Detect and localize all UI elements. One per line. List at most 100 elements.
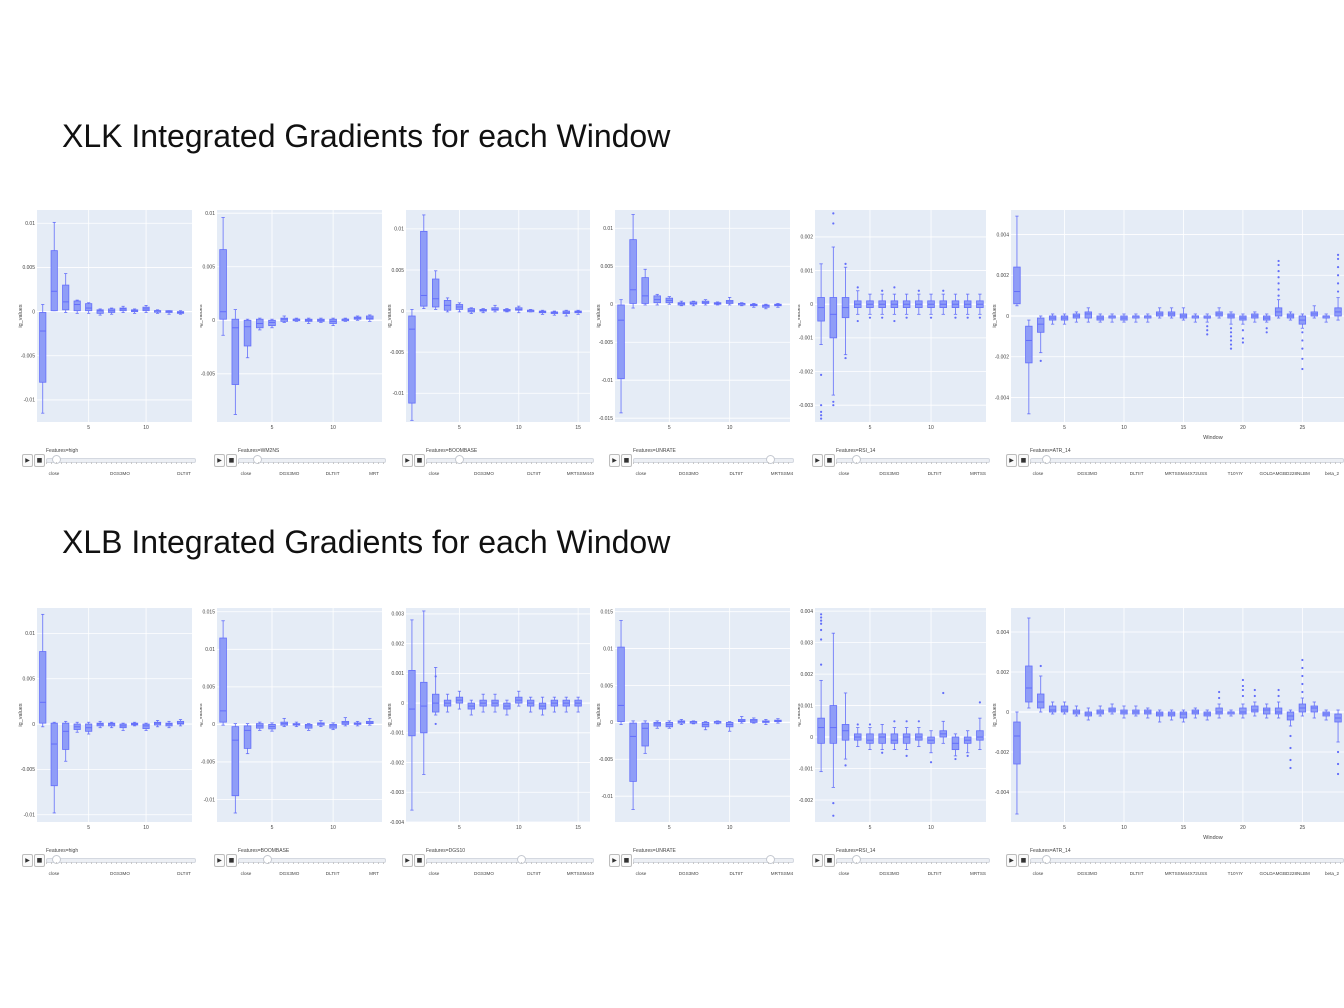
slider-step-label[interactable]: DLTIIT <box>927 471 942 476</box>
box-plot-item[interactable] <box>641 268 649 306</box>
box-plot-item[interactable] <box>939 691 948 744</box>
slider-handle[interactable] <box>765 855 775 864</box>
box-plot-item[interactable] <box>665 720 674 729</box>
box-plot-item[interactable] <box>432 270 440 310</box>
slider-step-label[interactable]: close <box>240 871 252 876</box>
box-plot-item[interactable] <box>1298 658 1307 717</box>
stop-button[interactable]: ■ <box>34 854 45 867</box>
box-plot-item[interactable] <box>1263 703 1271 719</box>
slider-step-label[interactable]: close <box>48 871 60 876</box>
box-plot-item[interactable] <box>713 720 722 725</box>
box-plot-item[interactable] <box>443 297 452 313</box>
box-plot-item[interactable] <box>1084 707 1092 721</box>
box-plot-item[interactable] <box>1334 253 1342 321</box>
box-plot-item[interactable] <box>762 719 770 725</box>
slider-step-label[interactable]: DLTIIT <box>927 871 942 876</box>
box-plot-item[interactable] <box>915 720 923 747</box>
box-plot-item[interactable] <box>73 721 81 733</box>
box-plot-item[interactable] <box>1096 313 1104 323</box>
box-plot-item[interactable] <box>491 693 499 713</box>
box-plot-item[interactable] <box>562 696 570 713</box>
box-plot-item[interactable] <box>538 696 547 716</box>
box-plot-item[interactable] <box>292 317 301 322</box>
slider-handle[interactable] <box>252 455 262 464</box>
stop-button[interactable]: ■ <box>621 854 632 867</box>
slider-step-label[interactable]: close <box>428 871 440 876</box>
box-plot-item[interactable] <box>1048 701 1057 715</box>
slider-step-label[interactable]: DGS3MO <box>1077 471 1098 476</box>
frame-slider[interactable] <box>426 858 594 863</box>
box-plot-item[interactable] <box>774 303 782 308</box>
play-button[interactable]: ▶ <box>1006 454 1017 467</box>
box-plot-item[interactable] <box>526 309 535 313</box>
box-plot-item[interactable] <box>1227 709 1235 717</box>
box-plot-item[interactable] <box>853 723 862 747</box>
box-plot-item[interactable] <box>317 720 325 728</box>
slider-step-label[interactable]: close <box>428 471 440 476</box>
play-button[interactable]: ▶ <box>812 454 823 467</box>
box-plot-item[interactable] <box>866 293 874 319</box>
play-button[interactable]: ▶ <box>22 854 33 867</box>
stop-button[interactable]: ■ <box>226 454 237 467</box>
box-plot-item[interactable] <box>304 317 313 324</box>
box-plot-item[interactable] <box>713 301 722 306</box>
box-plot-item[interactable] <box>963 730 972 758</box>
play-button[interactable]: ▶ <box>214 854 225 867</box>
box-plot-item[interactable] <box>927 293 935 319</box>
box-plot-item[interactable] <box>280 717 288 728</box>
box-plot-item[interactable] <box>829 632 838 817</box>
box-plot-item[interactable] <box>1334 709 1342 776</box>
box-plot-item[interactable] <box>890 720 899 751</box>
box-plot-item[interactable] <box>231 309 240 415</box>
box-plot-item[interactable] <box>165 310 173 315</box>
box-plot-item[interactable] <box>1203 313 1211 336</box>
stop-button[interactable]: ■ <box>824 854 835 867</box>
box-plot-item[interactable] <box>503 308 511 313</box>
slider-step-label[interactable]: beta_2 <box>1324 871 1340 876</box>
stop-button[interactable]: ■ <box>621 454 632 467</box>
box-plot-item[interactable] <box>1251 688 1259 717</box>
box-plot-item[interactable] <box>515 305 523 314</box>
frame-slider[interactable] <box>836 858 990 863</box>
slider-step-label[interactable]: DGS3MO <box>279 471 300 476</box>
box-plot-item[interactable] <box>176 719 185 727</box>
slider-step-label[interactable]: DLTIIT <box>527 871 541 876</box>
box-plot-item[interactable] <box>353 315 362 321</box>
box-plot-item[interactable] <box>641 720 649 754</box>
slider-step-label[interactable]: MRTSSM44X72USS <box>1164 471 1208 476</box>
box-plot-item[interactable] <box>341 717 350 727</box>
slider-step-label[interactable]: MRTSSM44X7 <box>566 471 594 476</box>
box-plot-item[interactable] <box>479 693 487 713</box>
slider-step-label[interactable]: close <box>48 471 60 476</box>
box-plot-item[interactable] <box>231 723 240 814</box>
box-plot-item[interactable] <box>550 310 559 316</box>
box-plot-item[interactable] <box>878 289 886 319</box>
box-plot-item[interactable] <box>1274 259 1283 319</box>
play-button[interactable]: ▶ <box>22 454 33 467</box>
box-plot-item[interactable] <box>866 723 874 751</box>
stop-button[interactable]: ■ <box>226 854 237 867</box>
box-plot-item[interactable] <box>268 318 276 329</box>
box-plot-item[interactable] <box>976 701 984 751</box>
box-plot-item[interactable] <box>689 300 698 307</box>
slider-handle[interactable] <box>455 455 465 464</box>
box-plot-item[interactable] <box>455 690 464 710</box>
box-plot-item[interactable] <box>653 720 661 729</box>
play-button[interactable]: ▶ <box>609 454 620 467</box>
stop-button[interactable]: ■ <box>824 454 835 467</box>
play-button[interactable]: ▶ <box>214 454 225 467</box>
box-plot-item[interactable] <box>890 286 899 323</box>
box-plot-item[interactable] <box>1263 313 1271 334</box>
play-button[interactable]: ▶ <box>402 854 413 867</box>
box-plot-item[interactable] <box>841 692 850 767</box>
box-plot-item[interactable] <box>1144 707 1152 719</box>
box-plot-item[interactable] <box>878 724 886 754</box>
box-plot-item[interactable] <box>1191 707 1200 719</box>
box-plot-item[interactable] <box>1120 705 1128 719</box>
box-plot-item[interactable] <box>108 721 116 729</box>
box-plot-item[interactable] <box>108 307 116 315</box>
box-plot-item[interactable] <box>1155 709 1164 723</box>
box-plot-item[interactable] <box>479 308 487 314</box>
box-plot-item[interactable] <box>689 720 698 725</box>
box-plot-item[interactable] <box>976 293 984 319</box>
